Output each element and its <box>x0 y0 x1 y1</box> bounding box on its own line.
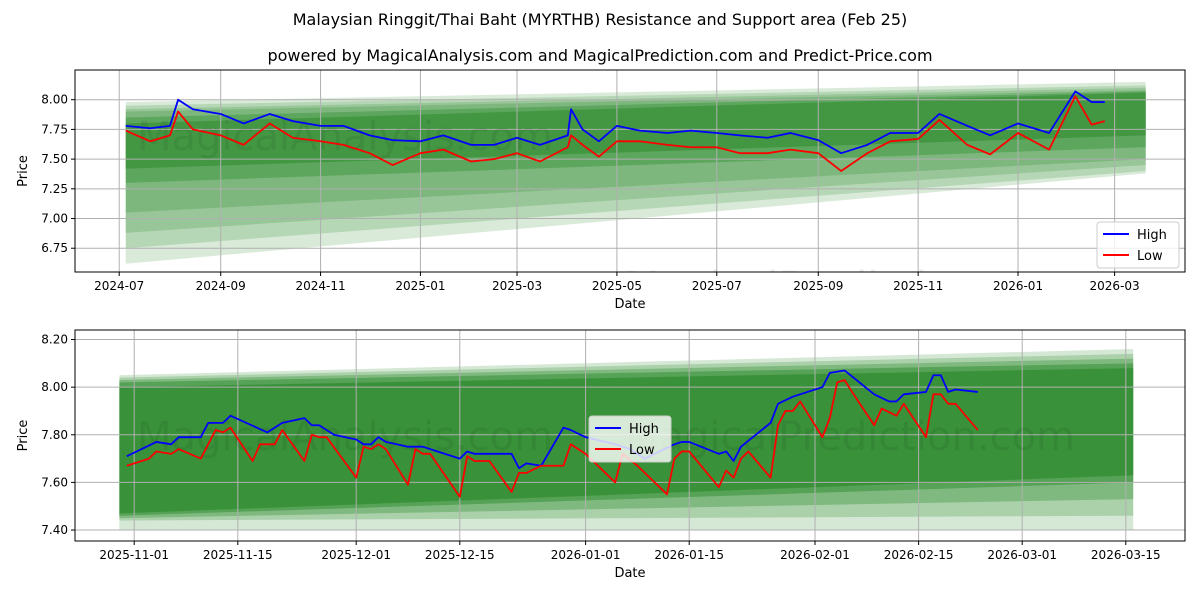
x-tick-label: 2024-11 <box>296 279 346 293</box>
y-tick-label: 7.80 <box>41 428 68 442</box>
y-tick-label: 7.50 <box>41 152 68 166</box>
series-line-low <box>126 379 979 498</box>
x-tick-label: 2026-03 <box>1090 279 1140 293</box>
y-tick-label: 7.00 <box>41 212 68 226</box>
x-tick-label: 2025-11-15 <box>203 548 273 562</box>
watermark: MagicalPrediction.com <box>625 414 1075 460</box>
x-tick-label: 2026-03-15 <box>1091 548 1161 562</box>
chart-title: Malaysian Ringgit/Thai Baht (MYRTHB) Res… <box>292 10 908 29</box>
x-tick-label: 2026-02-15 <box>884 548 954 562</box>
y-tick-label: 7.40 <box>41 523 68 537</box>
y-tick-label: 7.75 <box>41 122 68 136</box>
x-tick-label: 2025-11-01 <box>99 548 169 562</box>
x-tick-label: 2026-01-01 <box>551 548 621 562</box>
legend-label-low: Low <box>1137 249 1163 264</box>
x-tick-label: 2025-03 <box>492 279 542 293</box>
x-tick-label: 2025-07 <box>692 279 742 293</box>
axes-frame <box>74 329 1186 542</box>
watermark: MagicalPrediction.com <box>625 264 1075 310</box>
legend-label-high: High <box>1137 228 1167 243</box>
x-axis-label: Date <box>614 566 645 581</box>
x-tick-label: 2025-09 <box>793 279 843 293</box>
x-tick-label: 2026-01-15 <box>654 548 724 562</box>
x-tick-label: 2026-02-01 <box>780 548 850 562</box>
chart-subtitle: powered by MagicalAnalysis.com and Magic… <box>267 46 933 65</box>
legend-label-low: Low <box>629 443 655 458</box>
x-tick-label: 2025-01 <box>395 279 445 293</box>
y-tick-label: 8.00 <box>41 93 68 107</box>
y-tick-label: 8.00 <box>41 380 68 394</box>
series-line-high <box>126 369 978 470</box>
y-tick-label: 7.25 <box>41 182 68 196</box>
y-axis-label: Price <box>16 155 31 187</box>
legend: High Low <box>1096 221 1180 269</box>
watermark: MagicalAnalysis.com <box>137 114 553 160</box>
x-axis-label: Date <box>614 297 645 312</box>
x-tick-label: 2026-03-01 <box>987 548 1057 562</box>
y-axis-label: Price <box>16 420 31 452</box>
legend: High Low <box>588 415 672 463</box>
x-tick-label: 2024-09 <box>196 279 246 293</box>
x-tick-label: 2025-12-15 <box>425 548 495 562</box>
series-line-high <box>125 90 1105 155</box>
x-tick-label: 2026-01 <box>993 279 1043 293</box>
plot-area: MagicalAnalysis.com MagicalPrediction.com <box>75 70 1185 310</box>
x-tick-label: 2025-12-01 <box>321 548 391 562</box>
axes-frame <box>74 69 1186 273</box>
plot-1: MagicalAnalysis.com MagicalPrediction.com… <box>16 69 1186 312</box>
x-tick-label: 2025-11 <box>893 279 943 293</box>
series-line-low <box>125 95 1106 172</box>
x-tick-label: 2024-07 <box>94 279 144 293</box>
y-tick-label: 6.75 <box>41 241 68 255</box>
x-tick-label: 2025-05 <box>592 279 642 293</box>
y-tick-label: 8.20 <box>41 333 68 347</box>
plot-2: MagicalAnalysis.com MagicalPrediction.com… <box>16 329 1186 581</box>
y-tick-label: 7.60 <box>41 475 68 489</box>
legend-label-high: High <box>629 422 659 437</box>
